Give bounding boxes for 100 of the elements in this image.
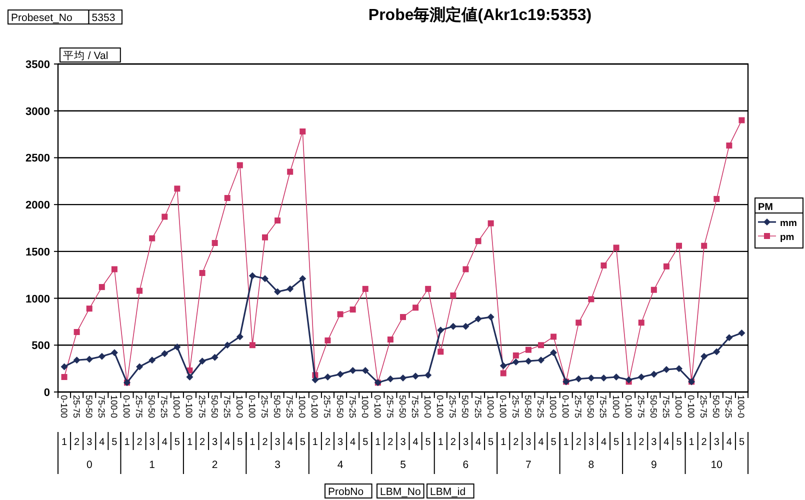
point — [262, 234, 268, 240]
point — [73, 356, 80, 364]
x-tick-label: 0-100 — [623, 395, 634, 418]
text: 3 — [212, 437, 218, 448]
x-tick-label: 25-75 — [260, 395, 270, 418]
point — [525, 346, 532, 353]
x-tick-label: 75-25 — [410, 395, 420, 418]
text: 1 — [375, 437, 382, 448]
text: 2 — [74, 437, 80, 448]
x-tick-label: 50-50 — [711, 395, 722, 418]
point — [738, 117, 745, 124]
text: 3 — [400, 437, 406, 448]
x-tick-label: 25-75 — [322, 395, 332, 418]
text: 1 — [438, 437, 444, 448]
text: 5 — [550, 437, 557, 448]
point — [236, 162, 243, 168]
point — [714, 196, 720, 202]
text: 1 — [61, 437, 68, 448]
point — [500, 362, 507, 370]
point — [438, 348, 444, 355]
x-tick-label: 75-25 — [96, 395, 106, 418]
text: 4 — [162, 437, 168, 448]
point — [650, 286, 657, 293]
text: 3 — [526, 437, 532, 448]
x-tick-label: 0-100 — [58, 395, 69, 418]
x-tick-label: 0-100 — [246, 395, 257, 418]
x-tick-label: 50-50 — [648, 395, 658, 418]
point — [512, 358, 520, 366]
text: 2 — [262, 437, 268, 448]
text: 8 — [588, 459, 594, 471]
x-tick-label: 25-75 — [71, 395, 82, 418]
point — [676, 365, 682, 372]
point — [512, 352, 519, 358]
x-tick-label: 25-75 — [384, 395, 395, 418]
text: 3 — [337, 437, 344, 448]
x-tick-label: 100-0 — [234, 395, 244, 418]
text: 5 — [676, 437, 682, 448]
x-tick-label: 100-0 — [172, 395, 182, 418]
text: 4 — [475, 437, 482, 448]
point — [149, 235, 156, 242]
x-tick-label: 100-0 — [485, 395, 496, 418]
point — [286, 285, 294, 292]
point — [248, 272, 256, 280]
point — [488, 220, 494, 226]
point — [726, 334, 733, 342]
x-tick-label: 0-100 — [310, 395, 320, 418]
text: 2 — [212, 459, 218, 471]
text: 1 — [312, 437, 318, 448]
point — [74, 329, 80, 336]
point — [162, 214, 168, 220]
text: 7 — [526, 459, 532, 471]
point — [676, 242, 682, 249]
point — [86, 306, 92, 312]
text: 1 — [688, 437, 695, 448]
x-tick-label: 75-25 — [598, 395, 608, 418]
point — [662, 366, 670, 374]
x-tick-label: 50-50 — [272, 395, 282, 418]
text: 4 — [726, 437, 732, 448]
point — [336, 370, 344, 378]
point — [300, 128, 306, 134]
text: 5 — [613, 437, 620, 448]
x-tick-label: 0-100 — [372, 395, 382, 418]
text: 5353 — [92, 12, 116, 24]
point — [86, 356, 93, 363]
point — [425, 286, 432, 292]
text: 10 — [710, 459, 723, 471]
text: 4 — [224, 437, 231, 448]
x-tick-label: 50-50 — [146, 395, 157, 418]
x-tick-label: 100-0 — [422, 395, 433, 418]
point — [538, 342, 544, 348]
text: 2 — [450, 437, 456, 448]
point — [424, 372, 432, 379]
x-tick-label: 75-25 — [660, 395, 671, 418]
point — [500, 370, 506, 376]
y-tick-label: 1000 — [26, 293, 50, 306]
y-tick-label: 3500 — [26, 59, 50, 71]
text: 5 — [112, 437, 118, 448]
text: 4 — [412, 437, 419, 448]
point — [337, 311, 344, 318]
text: 2 — [576, 437, 582, 448]
point — [600, 374, 608, 382]
point — [98, 352, 106, 360]
point — [462, 322, 470, 330]
chart-title: Probe毎測定値(Akr1c19:5353) — [368, 6, 592, 24]
text: 1 — [186, 437, 193, 448]
point — [161, 350, 168, 358]
point — [174, 186, 180, 192]
point — [638, 374, 645, 381]
text: 2 — [701, 437, 708, 448]
point — [148, 356, 156, 364]
point — [198, 358, 206, 365]
point — [450, 322, 457, 330]
text: 5 — [300, 437, 306, 448]
x-tick-label: 50-50 — [334, 395, 345, 418]
text: 4 — [350, 437, 356, 448]
x-tick-label: 100-0 — [297, 395, 308, 418]
text: 5 — [362, 437, 369, 448]
point — [299, 275, 306, 282]
x-tick-label: 100-0 — [360, 395, 370, 418]
text: 1 — [500, 437, 507, 448]
